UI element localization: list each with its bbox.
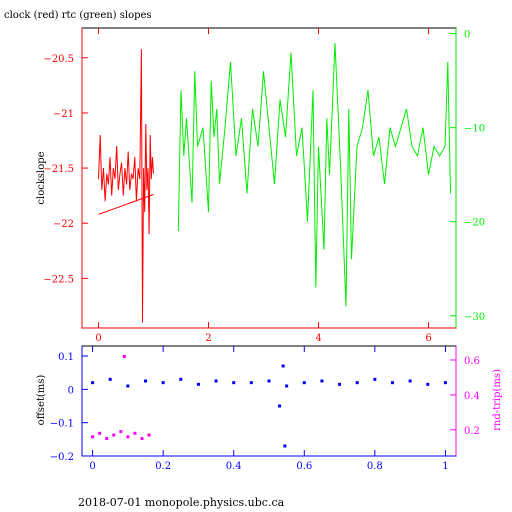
point-offset-13 [283, 444, 287, 448]
point-offset-6 [196, 382, 200, 386]
point-rnd-trip-2 [105, 437, 109, 441]
point-offset-16 [320, 379, 324, 383]
y-tick-label-0: 0.1 [58, 352, 74, 363]
point-offset-15 [302, 381, 306, 385]
top-x-ticks: 0 2 4 6 [95, 28, 432, 344]
x-tick-label-4: 0.8 [367, 461, 383, 472]
point-offset-4 [161, 381, 165, 385]
point-offset-7 [214, 379, 218, 383]
point-offset-23 [443, 381, 447, 385]
top-series [98, 42, 451, 323]
y-tick-label-2: −21.5 [43, 164, 74, 175]
y-tick-label-2: −0.1 [50, 419, 74, 430]
series-rtc [177, 42, 451, 307]
bottom-panel: 0 0.2 0.4 0.6 0.8 1 0.1 0 −0.1 −0.2 0.6 0.4 0.2 of… [36, 345, 503, 472]
bottom-y2-axis-label: rnd-trip(ms) [492, 369, 503, 431]
point-rnd-trip-8 [140, 437, 144, 441]
y2-tick-label-3: −30 [464, 312, 485, 323]
bottom-y-axis-label: offset(ms) [36, 375, 47, 426]
point-rnd-trip-5 [122, 354, 126, 358]
x-tick-label-5: 1 [442, 461, 448, 472]
bottom-plot-frame [81, 345, 457, 457]
point-offset-8 [232, 381, 236, 385]
point-rnd-trip-4 [119, 430, 123, 434]
bottom-series [91, 354, 447, 448]
top-y-axis-label: clockslope [36, 151, 47, 204]
y2-tick-label-2: −20 [464, 218, 485, 229]
point-offset-1 [108, 377, 112, 381]
y2-tick-label-1: −10 [464, 124, 485, 135]
point-offset-10 [267, 379, 271, 383]
point-offset-18 [355, 381, 359, 385]
point-rnd-trip-7 [133, 431, 137, 435]
point-rnd-trip-3 [112, 433, 116, 437]
y-tick-label-0: −20.5 [43, 54, 74, 65]
x-tick-label-3: 0.6 [296, 461, 312, 472]
point-offset-17 [338, 382, 342, 386]
y-tick-label-1: −21 [53, 109, 74, 120]
top-plot-frame [81, 27, 457, 329]
point-offset-12 [281, 364, 285, 368]
x-tick-label-2: 0.4 [226, 461, 242, 472]
footer-host-label: 2018-07-01 monopole.physics.ubc.ca [78, 496, 285, 509]
point-rnd-trip-0 [91, 435, 95, 439]
point-offset-0 [91, 381, 95, 385]
point-offset-2 [126, 384, 130, 388]
series-clock [98, 48, 154, 323]
point-offset-3 [144, 379, 148, 383]
bottom-y-ticks: 0.1 0 −0.1 −0.2 [50, 352, 88, 463]
bottom-y2-ticks: 0.6 0.4 0.2 [450, 356, 480, 437]
y-tick-label-4: −22.5 [43, 274, 74, 285]
x-tick-label-1: 0.2 [155, 461, 171, 472]
bottom-x-ticks: 0 0.2 0.4 0.6 0.8 1 [89, 346, 449, 472]
series-clock-trend [98, 194, 154, 215]
top-panel: 0 2 4 6 −20.5 −21 −21.5 −22 −22.5 0 −10 −20 −30 cl… [36, 27, 485, 344]
point-offset-21 [408, 379, 412, 383]
x-tick-label-0: 0 [89, 461, 95, 472]
point-offset-9 [249, 381, 253, 385]
x-tick-label-3: 6 [425, 333, 431, 344]
x-tick-label-1: 2 [205, 333, 211, 344]
point-offset-11 [278, 404, 282, 408]
x-tick-label-2: 4 [315, 333, 321, 344]
series-offset [91, 364, 447, 448]
x-tick-label-0: 0 [95, 333, 101, 344]
point-offset-22 [426, 382, 430, 386]
y2-tick-label-1: 0.4 [464, 391, 480, 402]
point-offset-5 [179, 377, 183, 381]
series-rnd-trip [91, 354, 151, 441]
y2-tick-label-0: 0 [464, 30, 470, 41]
point-offset-20 [390, 381, 394, 385]
y-tick-label-1: 0 [68, 385, 74, 396]
point-offset-19 [373, 377, 377, 381]
point-rnd-trip-9 [147, 433, 151, 437]
point-offset-14 [285, 384, 289, 388]
point-rnd-trip-1 [98, 431, 102, 435]
top-y-ticks: −20.5 −21 −21.5 −22 −22.5 [43, 54, 88, 285]
top-y2-ticks: 0 −10 −20 −30 [450, 30, 485, 323]
y2-tick-label-2: 0.2 [464, 426, 480, 437]
y-tick-label-3: −22 [53, 219, 74, 230]
y2-tick-label-0: 0.6 [464, 356, 480, 367]
y-tick-label-3: −0.2 [50, 452, 74, 463]
point-rnd-trip-6 [126, 435, 130, 439]
chart-title: clock (red) rtc (green) slopes [4, 10, 152, 21]
